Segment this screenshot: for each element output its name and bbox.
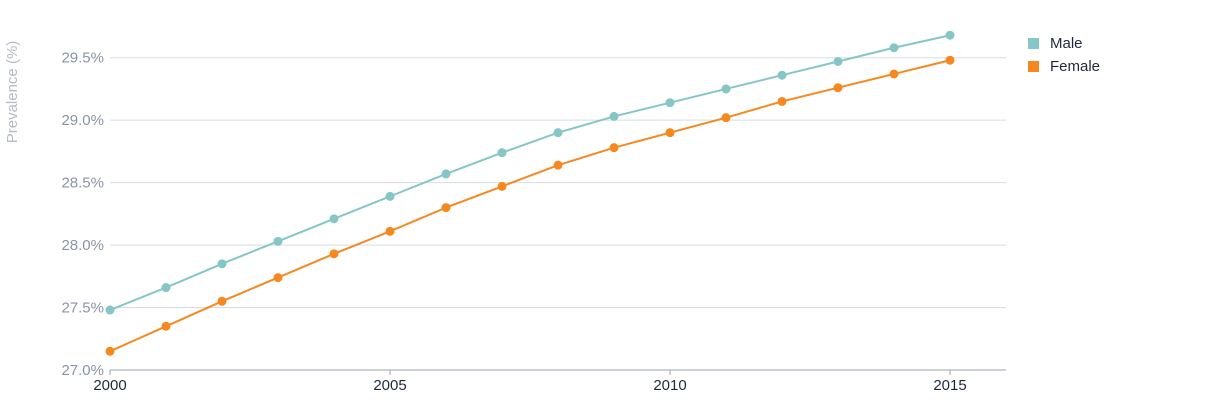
data-point-female[interactable]: [721, 113, 731, 123]
data-point-male[interactable]: [105, 305, 115, 315]
data-point-male[interactable]: [721, 84, 731, 94]
data-point-male[interactable]: [889, 43, 899, 53]
data-point-female[interactable]: [441, 203, 451, 213]
data-point-male[interactable]: [217, 259, 227, 269]
y-tick-label: 28.5%: [61, 175, 104, 192]
data-point-male[interactable]: [441, 169, 451, 179]
data-point-female[interactable]: [609, 143, 619, 153]
x-tick-label: 2015: [933, 377, 966, 394]
data-point-female[interactable]: [777, 96, 787, 106]
data-point-male[interactable]: [385, 191, 395, 201]
legend-item-female[interactable]: Female: [1028, 55, 1100, 78]
y-tick-label: 27.0%: [61, 362, 104, 379]
data-point-female[interactable]: [553, 160, 563, 170]
series-male: [105, 30, 955, 315]
y-tick-label: 29.0%: [61, 112, 104, 129]
data-point-female[interactable]: [833, 83, 843, 93]
data-point-male[interactable]: [553, 128, 563, 138]
data-point-female[interactable]: [217, 296, 227, 306]
female-swatch-icon: [1028, 61, 1039, 72]
x-tick-label: 2010: [653, 377, 686, 394]
data-point-male[interactable]: [609, 111, 619, 121]
legend: Male Female: [1028, 32, 1100, 78]
series-female: [105, 55, 955, 356]
series-line-female: [109, 59, 951, 353]
y-tick-labels: 27.0% 27.5% 28.0% 28.5% 29.0% 29.5%: [61, 50, 104, 379]
x-tick-labels: 2000 2005 2010 2015: [93, 370, 967, 394]
legend-label-female: Female: [1050, 58, 1101, 75]
data-point-female[interactable]: [161, 321, 171, 331]
data-point-male[interactable]: [777, 70, 787, 80]
legend-label-male: Male: [1050, 35, 1083, 52]
data-point-female[interactable]: [945, 55, 955, 65]
data-point-female[interactable]: [329, 249, 339, 259]
data-point-male[interactable]: [833, 56, 843, 66]
series-line-male: [109, 34, 951, 311]
y-axis-title: Prevalence (%): [4, 41, 21, 144]
data-point-male[interactable]: [945, 30, 955, 40]
legend-item-male[interactable]: Male: [1028, 32, 1100, 55]
data-point-male[interactable]: [665, 98, 675, 108]
data-point-female[interactable]: [273, 273, 283, 283]
data-point-female[interactable]: [665, 128, 675, 138]
y-tick-label: 28.0%: [61, 237, 104, 254]
data-point-male[interactable]: [497, 148, 507, 158]
data-point-female[interactable]: [889, 69, 899, 79]
y-tick-label: 29.5%: [61, 50, 104, 67]
data-point-female[interactable]: [105, 346, 115, 356]
data-point-male[interactable]: [273, 236, 283, 246]
series-group: [105, 30, 955, 356]
x-tick-label: 2005: [373, 377, 406, 394]
data-point-female[interactable]: [497, 181, 507, 191]
x-tick-label: 2000: [93, 377, 126, 394]
data-point-male[interactable]: [329, 214, 339, 224]
data-point-female[interactable]: [385, 226, 395, 236]
gridlines: [110, 57, 1006, 371]
y-tick-label: 27.5%: [61, 300, 104, 317]
data-point-male[interactable]: [161, 283, 171, 293]
male-swatch-icon: [1028, 38, 1039, 49]
